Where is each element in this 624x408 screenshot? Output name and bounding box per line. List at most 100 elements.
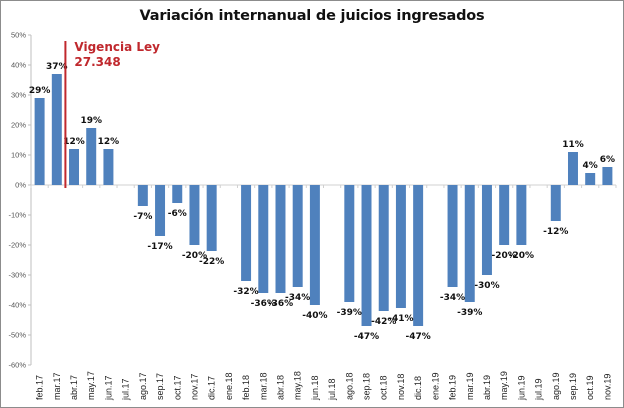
bar [361, 185, 372, 326]
data-label: -40% [302, 311, 327, 321]
x-tick-label: ene.18 [224, 372, 234, 400]
bar [309, 185, 320, 305]
data-label: -34% [285, 293, 310, 303]
data-label: -20% [182, 251, 207, 261]
x-tick-label: nov.18 [396, 374, 406, 400]
x-tick-label: jun.19 [516, 375, 526, 401]
bar [258, 185, 269, 293]
bar [69, 149, 80, 185]
data-label: 37% [46, 62, 68, 72]
bar [585, 173, 596, 185]
x-tick-label: jul.18 [327, 378, 337, 401]
bar [481, 185, 492, 275]
data-label: -22% [199, 257, 224, 267]
bar [344, 185, 355, 302]
y-tick-label: -50% [8, 331, 26, 340]
bar [275, 185, 286, 293]
data-label: 6% [600, 155, 615, 165]
bar [395, 185, 406, 308]
x-tick-label: mar.17 [52, 372, 62, 400]
data-label: -12% [543, 227, 568, 237]
data-label: -39% [337, 308, 362, 318]
bar [51, 74, 62, 185]
data-label: -20% [509, 251, 534, 261]
x-tick-label: feb.18 [241, 375, 251, 400]
x-tick-label: ago.19 [551, 372, 561, 400]
y-tick-label: 30% [11, 91, 26, 100]
data-label: -36% [268, 299, 293, 309]
data-labels: 29%37%12%19%12%-7%-17%-6%-20%-22%-32%-36… [29, 62, 615, 342]
data-label: -39% [457, 308, 482, 318]
bar [464, 185, 475, 302]
bar [602, 167, 613, 185]
data-label: -7% [133, 212, 152, 222]
x-tick-label: nov.19 [602, 374, 612, 400]
y-tick-label: 0% [15, 181, 26, 190]
bar [34, 98, 45, 185]
x-tick-label: dic.18 [413, 376, 423, 400]
x-tick-label: ago.17 [138, 372, 148, 400]
data-label: 11% [562, 140, 584, 150]
data-label: -20% [492, 251, 517, 261]
bar [567, 152, 578, 185]
x-tick-label: jun.17 [103, 375, 113, 401]
bar [86, 128, 97, 185]
x-tick-label: sep.19 [568, 373, 578, 400]
x-tick-label: dic.17 [207, 376, 217, 400]
data-label: 12% [98, 137, 120, 147]
y-tick-label: 10% [11, 151, 26, 160]
bar [172, 185, 183, 203]
data-label: -30% [474, 281, 499, 291]
y-tick-label: 20% [11, 121, 26, 130]
data-label: -41% [388, 314, 413, 324]
bars [34, 74, 613, 326]
bar [378, 185, 389, 311]
x-tick-label: mar.18 [258, 372, 268, 400]
bar [206, 185, 217, 251]
y-axis: 50% 40% 30% 20% 10% 0% -10% -20% -30% -40% -50% -60… [8, 31, 32, 370]
x-tick-label: feb.17 [35, 375, 45, 400]
y-tick-label: 40% [11, 61, 26, 70]
y-tick-label: -40% [8, 301, 26, 310]
data-label: 4% [583, 161, 598, 171]
x-tick-label: oct.17 [172, 375, 182, 400]
x-tick-label: jul.19 [534, 378, 544, 401]
y-tick-label: 50% [11, 31, 26, 40]
x-tick-label: nov.17 [189, 374, 199, 400]
data-label: 19% [80, 116, 102, 126]
data-label: -36% [251, 299, 276, 309]
x-tick-label: abr.19 [482, 375, 492, 400]
data-label: -32% [233, 287, 258, 297]
x-tick-label: mar.19 [465, 372, 475, 400]
x-tick-label: ene.19 [430, 372, 440, 400]
bar [292, 185, 303, 287]
data-label: -47% [405, 332, 430, 342]
x-tick-label: feb.19 [448, 375, 458, 400]
bar [516, 185, 527, 245]
x-tick-label: sep.18 [362, 373, 372, 400]
x-axis: feb.17 mar.17 abr.17 may.17 jun.17 jul.17 ago.… [30, 184, 617, 401]
bar [550, 185, 561, 221]
x-tick-label: jul.17 [121, 378, 131, 401]
y-tick-label: -60% [8, 361, 26, 370]
bar [189, 185, 200, 245]
y-tick-label: -30% [8, 271, 26, 280]
x-tick-label: ago.18 [344, 372, 354, 400]
y-tick-label: -20% [8, 241, 26, 250]
bar [413, 185, 424, 326]
x-tick-label: abr.17 [69, 375, 79, 400]
bar [241, 185, 252, 281]
x-tick-label: oct.18 [379, 375, 389, 400]
vigencia-ley-label: 27.348 [74, 55, 120, 69]
bar [447, 185, 458, 287]
y-tick-label: -10% [8, 211, 26, 220]
x-tick-label: may.17 [86, 371, 96, 400]
bar [499, 185, 510, 245]
data-label: 12% [63, 137, 85, 147]
vigencia-ley-label: Vigencia Ley [74, 40, 160, 54]
x-tick-label: may.18 [293, 371, 303, 400]
x-tick-label: oct.19 [585, 375, 595, 400]
x-tick-label: abr.18 [275, 375, 285, 400]
